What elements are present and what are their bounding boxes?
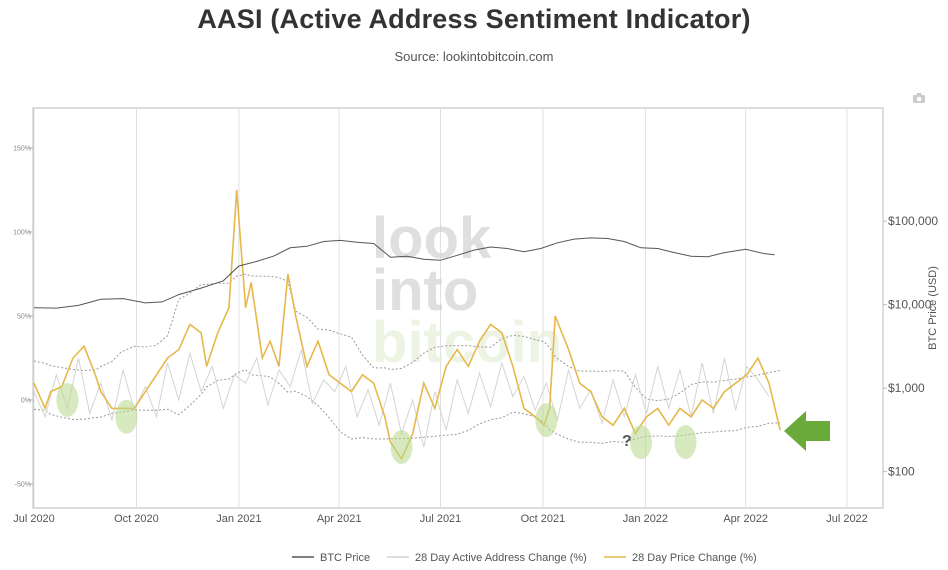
y-tick-label: -50% bbox=[15, 482, 31, 489]
legend-label: 28 Day Active Address Change (%) bbox=[415, 552, 587, 564]
highlight-ellipse bbox=[56, 383, 79, 417]
y-tick-label: 0% bbox=[21, 398, 31, 405]
x-tick-label: Jan 2021 bbox=[216, 513, 261, 525]
right-axis-ticks: $100,000 $10,000 $1,000 $100 bbox=[883, 214, 938, 479]
x-tick-label: Jul 2022 bbox=[826, 513, 868, 525]
highlights bbox=[56, 383, 697, 465]
chart-title: AASI (Active Address Sentiment Indicator… bbox=[197, 4, 751, 34]
x-tick-label: Jan 2022 bbox=[623, 513, 668, 525]
right-tick-label: $10,000 bbox=[888, 298, 932, 312]
arrow-icon bbox=[784, 411, 830, 451]
highlight-ellipse bbox=[674, 425, 697, 459]
chart-subtitle: Source: lookintobitcoin.com bbox=[394, 49, 554, 64]
right-tick-label: $1,000 bbox=[888, 381, 925, 395]
plot-area bbox=[32, 107, 884, 509]
y-tick-label: 50% bbox=[17, 314, 31, 321]
highlight-ellipse bbox=[390, 430, 413, 465]
right-tick-label: $100 bbox=[888, 465, 915, 479]
left-axis-ticks: 150% 100% 50% 0% -50% bbox=[13, 146, 33, 489]
x-tick-label: Oct 2021 bbox=[521, 513, 566, 525]
x-axis-ticks: Jul 2020 Oct 2020 Jan 2021 Apr 2021 Jul 2021… bbox=[13, 513, 868, 525]
question-mark-annotation: ? bbox=[622, 433, 632, 450]
y-tick-label: 100% bbox=[13, 230, 31, 237]
highlight-ellipse bbox=[115, 399, 138, 434]
btc-price-line bbox=[33, 237, 775, 309]
camera-icon[interactable] bbox=[913, 93, 925, 103]
x-tick-label: Apr 2022 bbox=[723, 513, 768, 525]
y-tick-label: 150% bbox=[13, 146, 31, 153]
highlight-ellipse bbox=[535, 403, 558, 438]
legend-label: 28 Day Price Change (%) bbox=[632, 552, 757, 564]
x-tick-label: Oct 2020 bbox=[114, 513, 159, 525]
watermark-into: into bbox=[372, 258, 478, 323]
price-change-line bbox=[33, 189, 781, 461]
x-tick-label: Jul 2021 bbox=[420, 513, 462, 525]
x-tick-label: Jul 2020 bbox=[13, 513, 55, 525]
legend-label: BTC Price bbox=[320, 552, 370, 564]
highlight-ellipse bbox=[629, 425, 652, 459]
vertical-gridlines bbox=[33, 108, 848, 508]
legend: BTC Price 28 Day Active Address Change (%… bbox=[292, 552, 757, 564]
right-axis-label: BTC Price (USD) bbox=[927, 266, 939, 350]
x-tick-label: Apr 2021 bbox=[317, 513, 362, 525]
right-tick-label: $100,000 bbox=[888, 214, 938, 228]
